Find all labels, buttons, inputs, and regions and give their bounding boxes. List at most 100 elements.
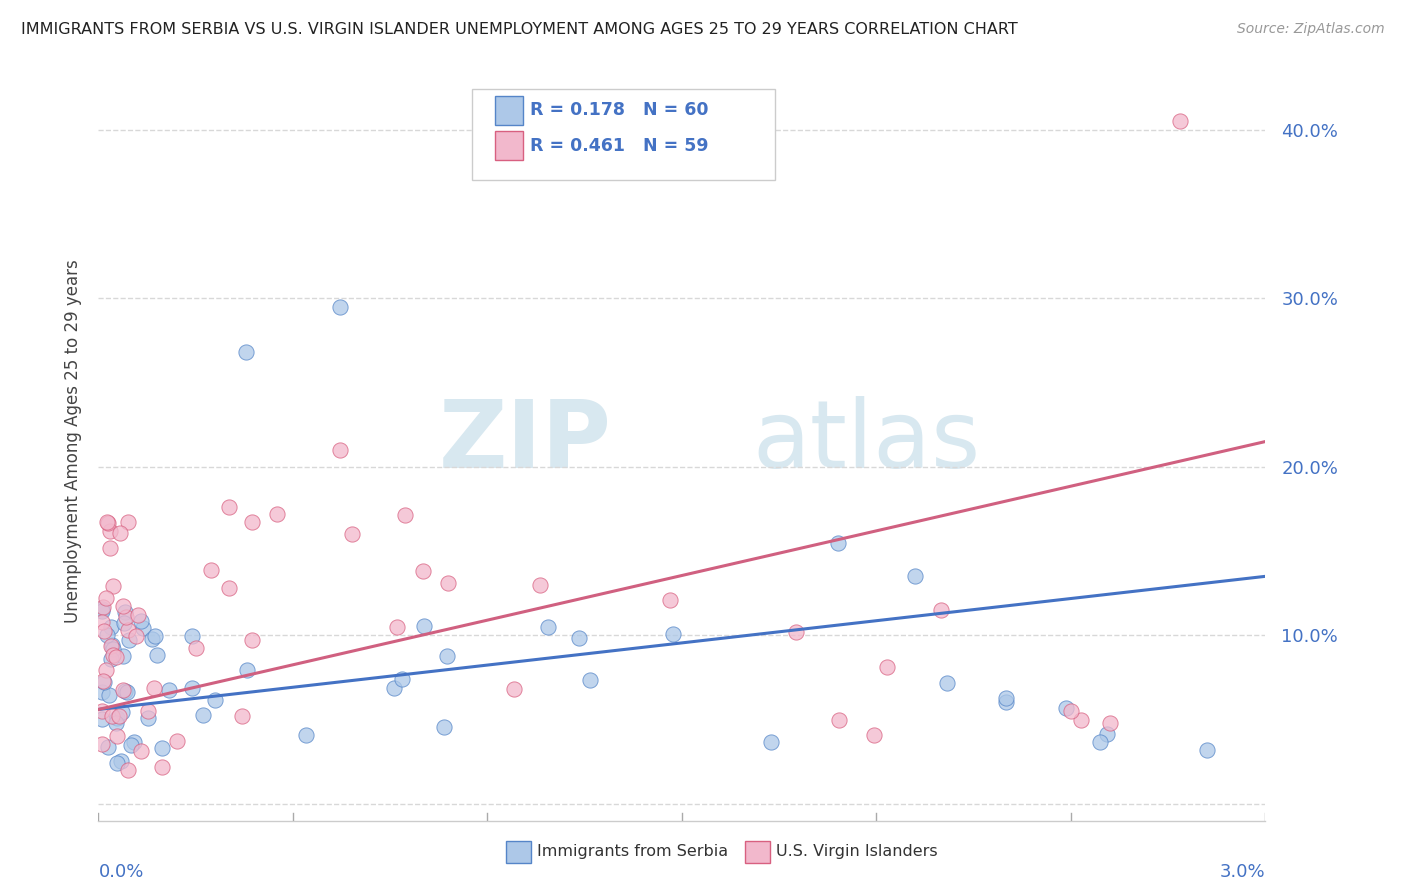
Point xyxy=(122,735,145,749)
Point xyxy=(1088,735,1111,749)
Point xyxy=(1168,114,1191,128)
Point xyxy=(141,632,163,646)
Point xyxy=(91,704,114,718)
Point xyxy=(231,709,253,723)
Point xyxy=(236,663,259,677)
Point xyxy=(127,608,149,623)
Point xyxy=(105,711,128,725)
Point xyxy=(91,604,114,618)
Point xyxy=(108,525,131,540)
Text: 0.0%: 0.0% xyxy=(98,863,143,880)
Point xyxy=(100,639,122,653)
Point xyxy=(1054,700,1077,714)
Point xyxy=(94,591,117,606)
Point xyxy=(117,515,139,529)
Point xyxy=(114,605,136,619)
Point xyxy=(91,737,114,751)
Point xyxy=(387,620,409,634)
Point xyxy=(929,602,952,616)
Point xyxy=(166,734,188,748)
Point xyxy=(191,708,214,723)
Point xyxy=(96,628,118,642)
Y-axis label: Unemployment Among Ages 25 to 29 years: Unemployment Among Ages 25 to 29 years xyxy=(63,260,82,624)
Point xyxy=(93,675,115,690)
Point xyxy=(107,709,129,723)
Point xyxy=(235,345,257,359)
Point xyxy=(114,683,136,698)
Text: 3.0%: 3.0% xyxy=(1220,863,1265,880)
Point xyxy=(98,524,121,538)
Point xyxy=(828,713,851,727)
Point xyxy=(342,527,364,541)
Point xyxy=(827,535,849,549)
Point xyxy=(502,681,524,696)
Point xyxy=(659,593,682,607)
Point xyxy=(329,442,352,457)
Point xyxy=(394,508,416,523)
Point xyxy=(91,685,114,699)
Point xyxy=(97,516,120,530)
Point xyxy=(152,760,174,774)
Point xyxy=(110,754,132,768)
FancyBboxPatch shape xyxy=(495,131,523,161)
Point xyxy=(935,676,957,690)
Point xyxy=(218,500,240,514)
Point xyxy=(437,576,460,591)
Point xyxy=(105,729,128,743)
Text: atlas: atlas xyxy=(752,395,980,488)
Point xyxy=(112,615,135,630)
Point xyxy=(100,638,122,652)
Point xyxy=(536,620,558,634)
Point xyxy=(200,563,222,577)
Point xyxy=(863,728,886,742)
Point xyxy=(413,618,436,632)
Point xyxy=(105,756,128,771)
Point xyxy=(91,713,114,727)
Point xyxy=(876,659,898,673)
Point xyxy=(1197,743,1219,757)
Text: IMMIGRANTS FROM SERBIA VS U.S. VIRGIN ISLANDER UNEMPLOYMENT AMONG AGES 25 TO 29 : IMMIGRANTS FROM SERBIA VS U.S. VIRGIN IS… xyxy=(21,22,1018,37)
Point xyxy=(759,735,782,749)
Point xyxy=(97,739,120,754)
Point xyxy=(91,602,114,616)
Point xyxy=(100,652,122,666)
Point xyxy=(579,673,602,687)
Text: U.S. Virgin Islanders: U.S. Virgin Islanders xyxy=(776,845,938,859)
Point xyxy=(412,564,434,578)
Point xyxy=(218,582,240,596)
Point xyxy=(436,648,458,663)
FancyBboxPatch shape xyxy=(472,89,775,180)
Point xyxy=(101,578,124,592)
Point xyxy=(382,681,405,696)
Point xyxy=(98,541,121,555)
Text: R = 0.461   N = 59: R = 0.461 N = 59 xyxy=(530,136,709,155)
Text: ZIP: ZIP xyxy=(439,395,612,488)
Point xyxy=(111,599,134,614)
Point xyxy=(143,681,166,696)
Point xyxy=(662,627,685,641)
Point xyxy=(180,681,202,696)
Point xyxy=(266,508,288,522)
Point xyxy=(117,763,139,777)
Point xyxy=(131,621,153,635)
Point xyxy=(131,614,153,628)
Point xyxy=(91,600,114,615)
Point xyxy=(111,649,134,664)
Point xyxy=(96,515,118,529)
Text: R = 0.178   N = 60: R = 0.178 N = 60 xyxy=(530,101,709,120)
Point xyxy=(94,663,117,677)
Point xyxy=(180,629,202,643)
Point xyxy=(91,674,114,689)
Point xyxy=(995,690,1018,705)
Point xyxy=(295,728,318,742)
Point xyxy=(91,615,114,630)
Point xyxy=(157,682,180,697)
Point xyxy=(240,632,263,647)
Point xyxy=(904,569,927,583)
Point xyxy=(129,744,152,758)
Point xyxy=(136,704,159,718)
FancyBboxPatch shape xyxy=(495,95,523,125)
Point xyxy=(105,649,128,664)
Point xyxy=(125,629,148,643)
Point xyxy=(1098,715,1121,730)
